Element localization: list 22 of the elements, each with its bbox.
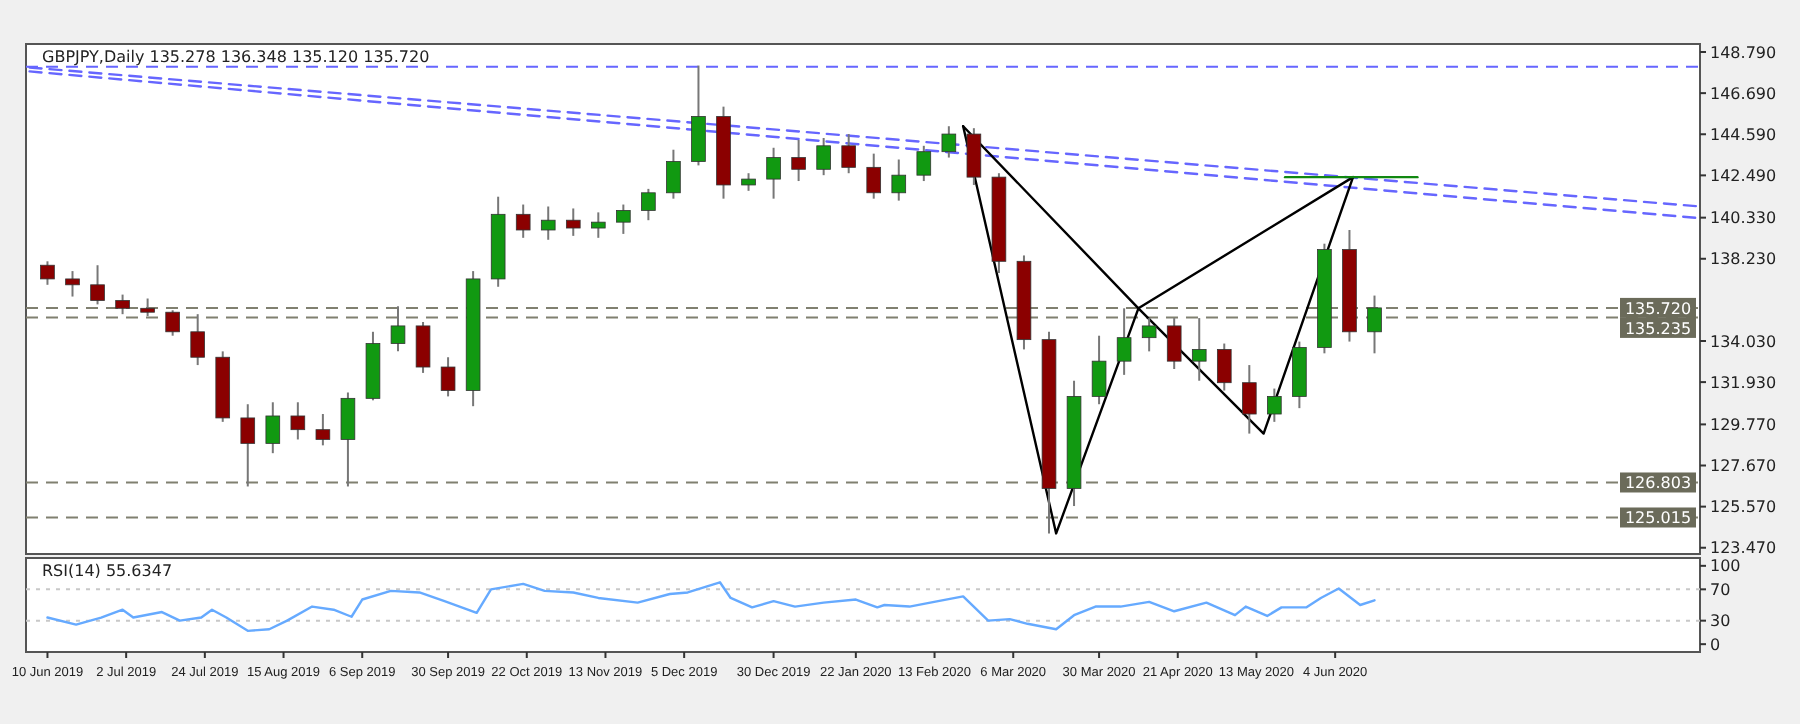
ref-line-label: 135.235 bbox=[1624, 319, 1692, 338]
y-tick-label: 129.770 bbox=[1710, 416, 1777, 434]
y-tick-label: 30 bbox=[1710, 612, 1731, 631]
y-tick-label: 134.030 bbox=[1710, 332, 1777, 351]
y-tick-label: 123.470 bbox=[1710, 539, 1777, 558]
ref-line-label: 126.803 bbox=[1624, 474, 1692, 493]
y-tick-label: 0 bbox=[1710, 635, 1721, 654]
y-tick-label: 70 bbox=[1710, 580, 1731, 599]
chart-title: GBPJPY,Daily 135.278 136.348 135.120 135.720 bbox=[42, 48, 430, 66]
y-tick-label: 100 bbox=[1710, 557, 1741, 576]
y-tick-label: 148.790 bbox=[1710, 43, 1777, 62]
y-tick-label: 127.670 bbox=[1710, 457, 1777, 476]
y-tick-label: 142.490 bbox=[1710, 166, 1777, 185]
y-tick-label: 131.930 bbox=[1710, 373, 1777, 392]
y-tick-label: 138.230 bbox=[1710, 250, 1777, 269]
y-tick-label: 140.330 bbox=[1710, 209, 1777, 228]
y-tick-label: 146.690 bbox=[1710, 84, 1777, 103]
y-tick-label: 125.570 bbox=[1710, 498, 1777, 517]
chart-title: RSI(14) 55.6347 bbox=[42, 562, 173, 580]
ref-line-label: 125.015 bbox=[1624, 509, 1692, 528]
ref-line-label: 135.720 bbox=[1624, 299, 1692, 318]
y-tick-label: 144.590 bbox=[1710, 125, 1777, 144]
